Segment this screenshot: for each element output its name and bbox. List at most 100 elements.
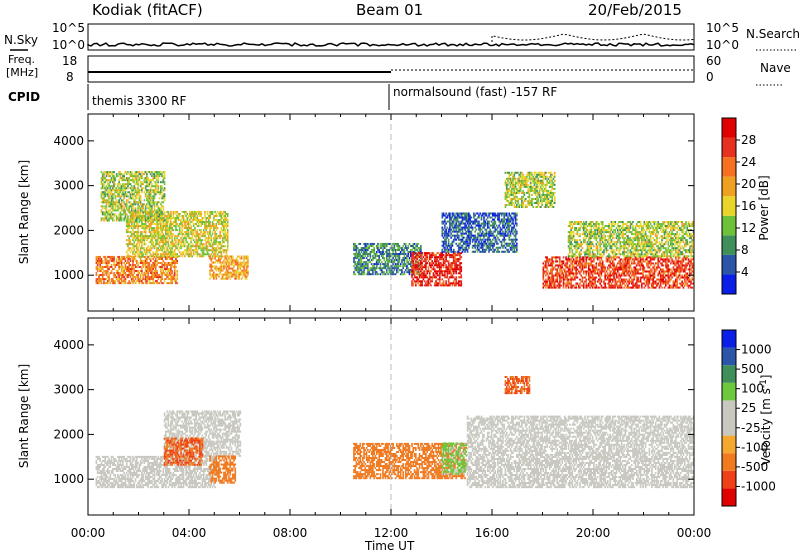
power-cell: [244, 271, 247, 274]
power-cell: [114, 266, 117, 269]
power-cell: [212, 271, 215, 274]
power-cell: [128, 266, 131, 269]
power-cell: [526, 206, 528, 209]
power-cell: [129, 212, 132, 215]
power-cell: [108, 201, 110, 204]
power-cell: [378, 255, 381, 258]
power-cell: [480, 228, 483, 231]
power-cell: [153, 191, 156, 194]
power-cell: [199, 255, 201, 258]
power-cell: [130, 272, 133, 275]
power-cell: [162, 223, 165, 226]
power-cell: [135, 237, 138, 240]
power-cell: [106, 215, 109, 218]
power-cell: [449, 220, 451, 223]
power-cell: [430, 270, 432, 273]
power-cell: [158, 261, 161, 264]
power-cell: [211, 249, 214, 252]
power-cell: [218, 243, 220, 246]
power-cell: [153, 235, 156, 238]
power-cell: [170, 270, 172, 273]
power-cell: [223, 233, 225, 236]
power-cell: [104, 272, 107, 275]
power-cell: [118, 282, 120, 285]
power-cell: [204, 214, 206, 217]
power-cell: [171, 253, 173, 256]
power-cell: [431, 278, 434, 281]
power-cell: [166, 272, 168, 275]
power-cell: [134, 215, 137, 218]
power-cell: [224, 223, 227, 226]
power-cell: [120, 261, 123, 264]
power-cell: [461, 234, 464, 237]
power-cell: [421, 268, 423, 271]
power-cell: [110, 263, 113, 267]
power-cell: [148, 171, 151, 174]
power-cell: [212, 218, 215, 222]
power-cell: [238, 271, 240, 274]
power-cell: [196, 249, 199, 252]
power-cell: [444, 250, 446, 253]
power-cell: [210, 253, 213, 256]
power-cell: [161, 185, 163, 188]
power-cell: [211, 212, 214, 215]
power-cell: [488, 226, 490, 229]
power-cell: [148, 209, 151, 212]
power-cell: [211, 223, 214, 226]
power-cell: [108, 211, 110, 214]
power-cell: [101, 193, 104, 196]
power-cell: [161, 261, 163, 264]
power-cell: [417, 282, 420, 285]
power-cell: [127, 221, 129, 224]
power-cell: [235, 275, 238, 278]
power-cell: [143, 261, 146, 264]
power-cell: [147, 179, 149, 182]
power-cell: [127, 245, 129, 248]
power-cell: [522, 203, 524, 207]
power-cell: [109, 282, 112, 285]
power-cell: [205, 245, 208, 248]
power-cell: [212, 241, 215, 244]
power-cell: [103, 177, 105, 180]
power-cell: [162, 171, 165, 174]
power-cell: [149, 209, 152, 212]
power-cell: [185, 225, 187, 228]
power-cell: [152, 272, 155, 275]
power-cell: [151, 175, 153, 178]
power-cell: [531, 171, 533, 174]
power-cell: [194, 253, 196, 256]
power-cell: [224, 214, 227, 217]
power-cell: [117, 217, 119, 220]
power-cell: [135, 183, 138, 186]
power-cell: [178, 251, 181, 254]
power-cell: [142, 215, 144, 218]
power-cell: [106, 193, 109, 196]
power-cell: [226, 249, 229, 252]
power-cell: [98, 276, 100, 279]
power-cell: [120, 219, 123, 222]
power-cell: [139, 276, 142, 279]
power-cell: [156, 249, 158, 252]
power-cell: [157, 274, 160, 277]
power-cell: [187, 227, 190, 230]
power-cell: [234, 273, 237, 276]
power-cell: [189, 212, 191, 215]
power-cell: [135, 259, 138, 262]
power-cell: [170, 251, 172, 254]
power-cell: [175, 255, 177, 258]
power-cell: [430, 284, 432, 287]
power-cell: [129, 257, 132, 260]
power-cell: [168, 216, 171, 219]
power-cell: [168, 270, 171, 273]
power-cell: [163, 183, 166, 186]
power-cell: [158, 266, 161, 269]
power-cell: [460, 274, 463, 277]
power-cell: [234, 277, 237, 280]
power-cell: [192, 214, 195, 217]
power-cell: [111, 201, 114, 204]
power-cell: [515, 212, 518, 215]
power-cell: [101, 276, 104, 279]
power-cell: [486, 216, 489, 219]
power-cell: [216, 259, 219, 262]
